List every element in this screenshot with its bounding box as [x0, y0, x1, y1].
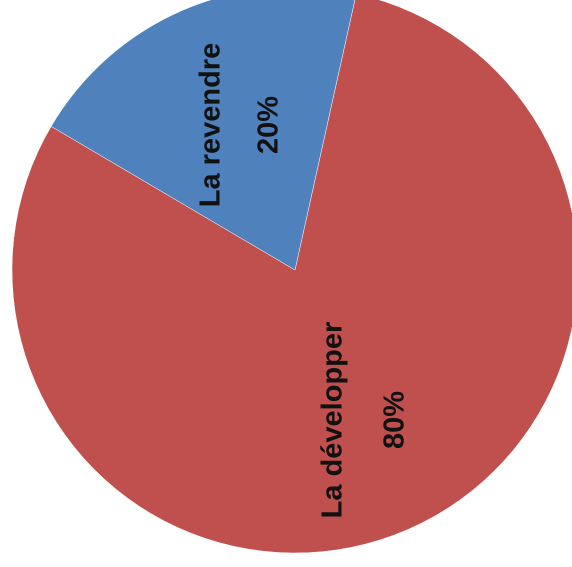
slice-value-label: 80%: [379, 391, 411, 449]
slice-label: La développer: [317, 322, 349, 519]
slice-value-label: 20%: [253, 96, 285, 154]
slice-label: La revendre: [195, 43, 227, 207]
pie-slice: [11, 0, 572, 554]
pie-slice: [50, 0, 356, 271]
